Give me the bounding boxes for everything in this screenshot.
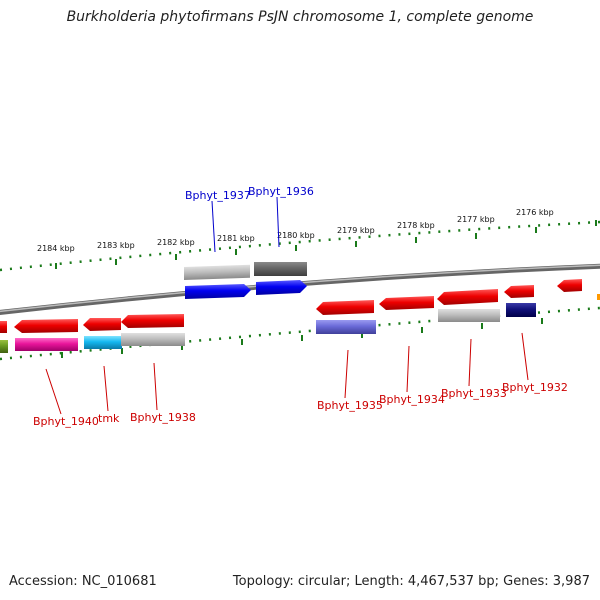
gene-label-bphyt-1937[interactable]: Bphyt_1937 (185, 189, 251, 202)
gene-label-bphyt-1938[interactable]: Bphyt_1938 (130, 411, 196, 424)
outer-ruler (0, 220, 600, 272)
gene-label-bphyt-1935[interactable]: Bphyt_1935 (317, 399, 383, 412)
tick-label: 2179 kbp (337, 226, 375, 235)
major-ticks (55, 220, 597, 269)
gene-label-tmk[interactable]: tmk (98, 412, 120, 425)
gene-tmk[interactable] (84, 336, 122, 349)
tick-label: 2182 kbp (157, 238, 195, 247)
gene-bphyt-1935[interactable] (316, 320, 376, 334)
gene-label-bphyt-1936[interactable]: Bphyt_1936 (248, 185, 314, 198)
gene-bphyt-1934[interactable] (379, 296, 434, 310)
gene-label-bphyt-1933[interactable]: Bphyt_1933 (441, 387, 507, 400)
gene-bphyt-1940-upper[interactable] (14, 319, 78, 333)
gene-partial-right[interactable] (557, 279, 582, 292)
inner-ruler (0, 306, 600, 361)
gene-bphyt-1937[interactable] (185, 284, 251, 299)
gene-bphyt-1936-product[interactable] (254, 262, 307, 276)
genome-summary-text: Topology: circular; Length: 4,467,537 bp… (232, 574, 590, 589)
gene-label-bphyt-1932[interactable]: Bphyt_1932 (502, 381, 568, 394)
tick-label: 2184 kbp (37, 244, 75, 253)
gene-bphyt-1938[interactable] (121, 333, 185, 346)
gene-partial-left[interactable] (0, 321, 7, 333)
gene-bphyt-1935-upper[interactable] (316, 300, 374, 315)
gene-bphyt-1932[interactable] (506, 303, 536, 317)
gene-bphyt-1937-product[interactable] (184, 264, 250, 281)
gene-bphyt-1933-upper[interactable] (437, 289, 498, 305)
tick-label: 2183 kbp (97, 241, 135, 250)
leader-lines (45, 196, 529, 415)
gene-tmk-upper[interactable] (83, 318, 121, 331)
gene-bphyt-1938-upper[interactable] (121, 314, 184, 328)
gene-label-bphyt-1940[interactable]: Bphyt_1940 (33, 415, 99, 428)
gene-bphyt-1940[interactable] (15, 338, 78, 351)
gene-olive-left[interactable] (0, 340, 8, 353)
tick-label: 2177 kbp (457, 215, 495, 224)
forward-genes (184, 262, 307, 299)
gene-orange-right[interactable] (597, 294, 600, 300)
tick-label: 2181 kbp (217, 234, 255, 243)
tick-label: 2180 kbp (277, 231, 315, 240)
accession-text: Accession: NC_010681 (9, 574, 157, 589)
reverse-genes (0, 279, 600, 353)
tick-label: 2178 kbp (397, 221, 435, 230)
gene-bphyt-1933[interactable] (438, 309, 500, 322)
map-title: Burkholderia phytofirmans PsJN chromosom… (66, 9, 534, 25)
gene-label-bphyt-1934[interactable]: Bphyt_1934 (379, 393, 445, 406)
gene-bphyt-1932-upper[interactable] (504, 285, 534, 298)
tick-label: 2176 kbp (516, 208, 554, 217)
gene-bphyt-1936[interactable] (256, 280, 307, 295)
